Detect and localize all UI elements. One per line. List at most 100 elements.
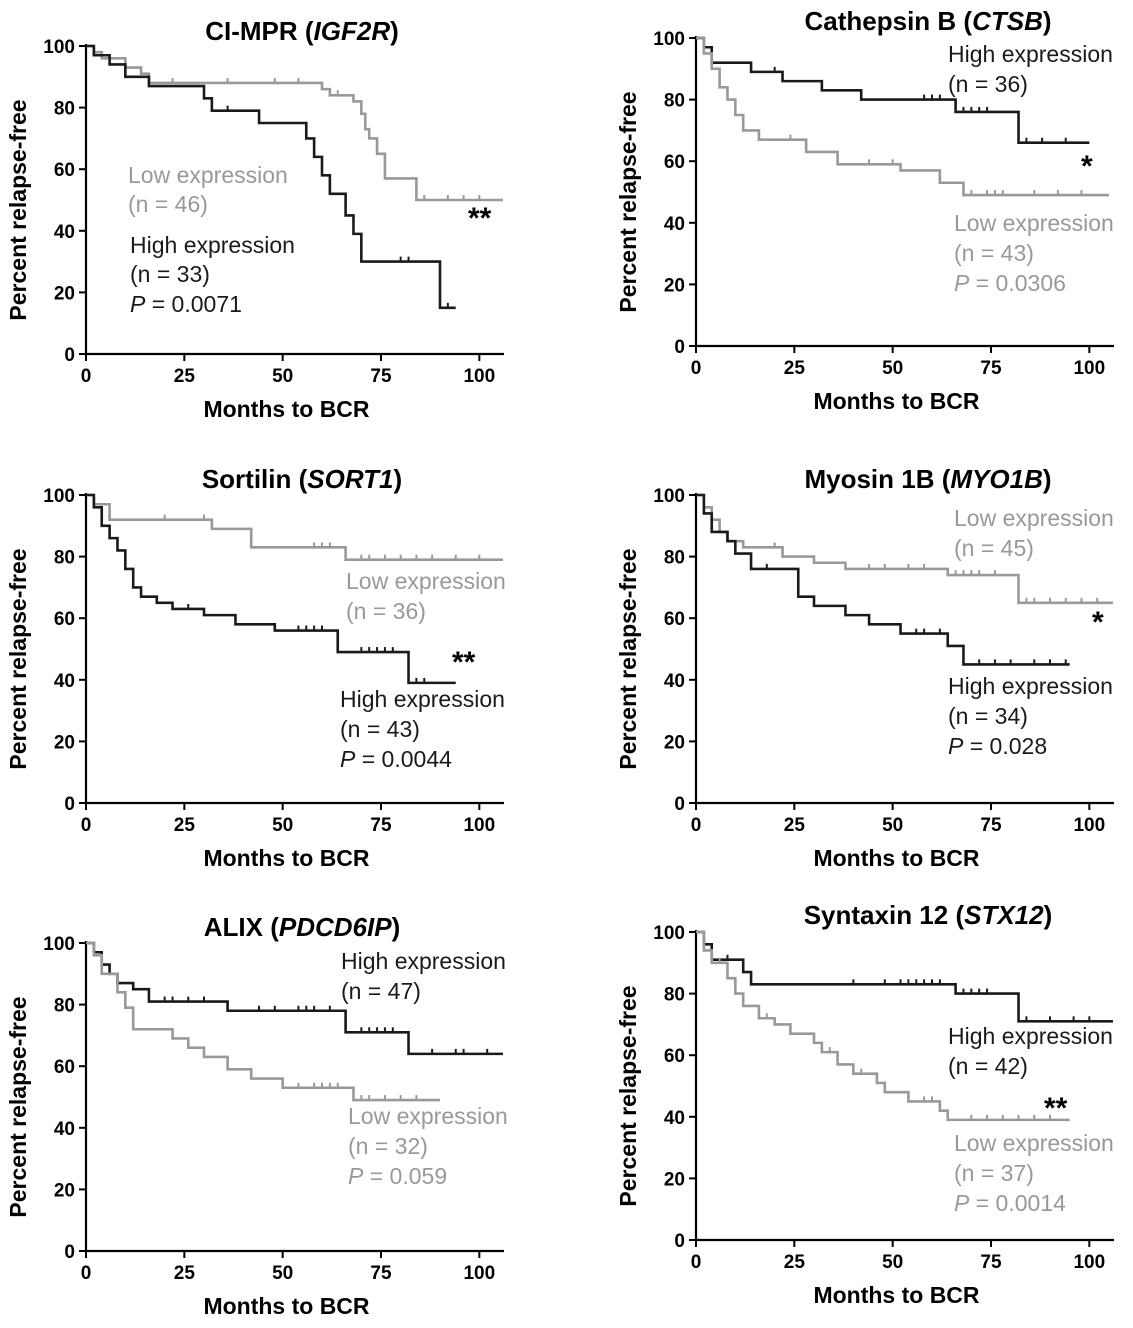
x-tick-label: 0 [81,815,92,836]
annotation-text: (n = 33) [130,261,210,287]
chart-title-prefix: Myosin 1B ( [804,464,950,494]
x-tick-label: 0 [691,815,702,836]
x-tick-label: 25 [174,815,196,836]
chart-title: CI-MPR (IGF2R) [205,16,399,46]
y-tick-label: 60 [54,1057,75,1078]
x-axis-label: Months to BCR [813,388,979,414]
km-curve-high-expression [696,930,1113,1023]
y-tick-label: 20 [664,732,685,753]
annotation-text: (n = 42) [948,1053,1028,1079]
x-tick-label: 50 [882,1252,903,1273]
annotation-text: (n = 43) [340,716,420,742]
y-tick-label: 40 [664,671,685,692]
km-curve-low-expression [696,930,1070,1122]
y-tick-label: 40 [54,671,75,692]
annotation-text: (n = 47) [341,978,421,1004]
chart-title: ALIX (PDCD6IP) [204,912,400,942]
x-tick-label: 100 [463,366,495,387]
annotation-text: Low expression [128,162,288,188]
x-tick-label: 0 [81,1263,92,1284]
annotation-text: High expression [341,948,506,974]
x-tick-label: 25 [784,1252,806,1273]
km-curve-high-expression [86,44,456,310]
x-tick-label: 100 [463,1263,495,1284]
y-tick-label: 100 [43,37,75,58]
chart-title-prefix: CI-MPR ( [205,16,314,46]
y-tick-label: 20 [664,1169,685,1190]
y-axis-label: Percent relapse-free [615,548,641,769]
chart-title-suffix: ) [390,16,399,46]
y-tick-label: 20 [54,732,75,753]
chart-title: Sortilin (SORT1) [202,464,402,494]
annotation-text: High expression [340,686,505,712]
significance-marker: * [1081,150,1093,183]
km-curve-low-expression [86,493,503,561]
y-tick-label: 0 [64,345,75,366]
annotation-text: Low expression [348,1103,508,1129]
km-curve-low-expression [86,941,440,1102]
y-tick-label: 100 [653,486,685,507]
chart-title-prefix: Cathepsin B ( [804,6,972,36]
y-tick-label: 80 [54,99,75,120]
p-value: = 0.0044 [355,746,452,772]
x-axis-label: Months to BCR [203,1293,369,1319]
x-tick-label: 50 [272,815,293,836]
y-axis-label: Percent relapse-free [5,99,31,320]
p-value-symbol: P [340,746,356,772]
x-tick-label: 100 [1073,358,1105,379]
chart-title-suffix: ) [392,912,401,942]
p-value-symbol: P [948,733,964,759]
y-tick-label: 100 [653,923,685,944]
significance-marker: ** [1044,1092,1068,1125]
x-tick-label: 100 [1073,815,1105,836]
y-tick-label: 80 [664,548,685,569]
y-tick-label: 40 [664,214,685,235]
y-tick-label: 0 [674,337,685,358]
annotation-text: P = 0.028 [948,733,1047,759]
x-axis-label: Months to BCR [813,845,979,871]
p-value-symbol: P [130,291,146,317]
km-curve-high-expression [696,36,1090,145]
y-tick-label: 20 [54,283,75,304]
y-tick-label: 40 [54,222,75,243]
y-tick-label: 40 [664,1108,685,1129]
annotation-text: High expression [948,41,1113,67]
significance-marker: * [1092,606,1104,639]
km-panel-1: CI-MPR (IGF2R) 0 20 40 60 80 100 0 25 50 75 100 Mont… [5,16,504,422]
km-panel-3: Sortilin (SORT1) 0 20 40 60 80 100 0 25 50 75 100 Mo… [5,464,506,871]
annotation-text: (n = 32) [348,1133,428,1159]
x-tick-label: 50 [882,358,903,379]
y-axis-label: Percent relapse-free [5,548,31,769]
y-axis-label: Percent relapse-free [615,91,641,312]
annotation-text: (n = 43) [954,240,1034,266]
x-tick-label: 100 [463,815,495,836]
y-tick-label: 100 [43,934,75,955]
chart-title-suffix: ) [1044,900,1053,930]
x-tick-label: 25 [784,358,806,379]
x-tick-label: 50 [882,815,903,836]
p-value-symbol: P [954,1190,970,1216]
y-tick-label: 80 [54,996,75,1017]
y-tick-label: 80 [54,548,75,569]
chart-title-gene: IGF2R [314,16,391,46]
p-value-symbol: P [954,270,970,296]
p-value: = 0.0306 [969,270,1066,296]
chart-title-suffix: ) [1043,464,1052,494]
chart-title-suffix: ) [1043,6,1052,36]
y-tick-label: 80 [664,985,685,1006]
annotation-text: P = 0.0014 [954,1190,1066,1216]
y-tick-label: 60 [54,160,75,181]
y-tick-label: 60 [664,152,685,173]
annotation-text: Low expression [954,505,1114,531]
km-panel-2: Cathepsin B (CTSB) 0 20 40 60 80 100 0 25 50 75 100… [615,6,1114,414]
annotation-text: (n = 46) [128,191,208,217]
chart-title-suffix: ) [393,464,402,494]
chart-title: Syntaxin 12 (STX12) [804,900,1053,930]
significance-marker: ** [452,646,476,679]
y-tick-label: 40 [54,1119,75,1140]
chart-title-prefix: Sortilin ( [202,464,308,494]
x-tick-label: 75 [370,1263,392,1284]
y-tick-label: 20 [664,275,685,296]
p-value: = 0.059 [363,1163,447,1189]
y-axis-label: Percent relapse-free [615,985,641,1206]
